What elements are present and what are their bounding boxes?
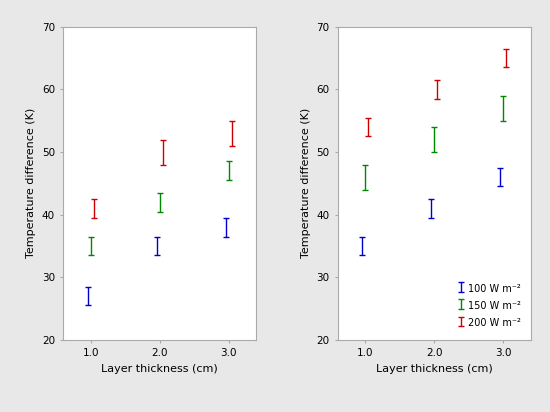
Y-axis label: Temperature difference (K): Temperature difference (K): [26, 108, 36, 258]
X-axis label: Layer thickness (cm): Layer thickness (cm): [101, 364, 218, 374]
Legend: 100 W m⁻², 150 W m⁻², 200 W m⁻²: 100 W m⁻², 150 W m⁻², 200 W m⁻²: [456, 280, 523, 332]
Y-axis label: Temperature difference (K): Temperature difference (K): [300, 108, 311, 258]
X-axis label: Layer thickness (cm): Layer thickness (cm): [376, 364, 493, 374]
